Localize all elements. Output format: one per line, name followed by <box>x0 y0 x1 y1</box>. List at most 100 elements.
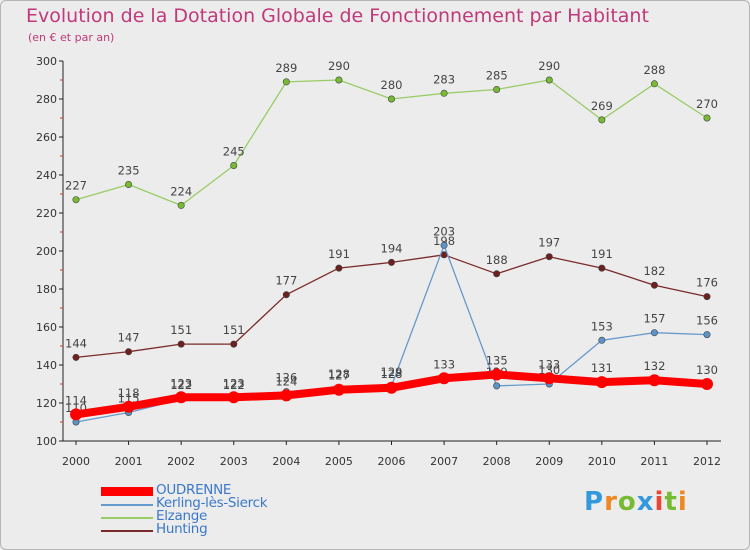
data-label-elzange-2012: 270 <box>696 97 718 111</box>
y-tick-label-280: 280 <box>36 93 57 106</box>
point-elzange-2009 <box>545 76 553 84</box>
point-elzange-2003 <box>230 162 238 170</box>
proxiti-logo: Proxiti <box>584 487 688 517</box>
data-label-oudrenne-2003: 123 <box>223 376 245 390</box>
data-label-elzange-2001: 235 <box>118 164 140 178</box>
data-label-hunting-2011: 182 <box>643 264 665 278</box>
logo-letter: x <box>636 487 655 517</box>
data-label-hunting-2012: 176 <box>696 276 718 290</box>
data-label-elzange-2005: 290 <box>328 59 350 73</box>
data-label-kerling-l-s-sierck-2007: 203 <box>433 224 455 238</box>
data-label-hunting-2000: 144 <box>65 336 87 350</box>
point-hunting-2004 <box>282 291 290 299</box>
point-kerling-l-s-sierck-2012 <box>703 331 711 339</box>
y-tick-label-100: 100 <box>36 435 57 448</box>
data-label-kerling-l-s-sierck-2003: 122 <box>223 378 245 392</box>
data-label-kerling-l-s-sierck-2004: 126 <box>275 371 297 385</box>
point-oudrenne-2001 <box>122 400 135 413</box>
data-label-hunting-2008: 188 <box>486 253 508 267</box>
logo-letter: i <box>677 487 688 517</box>
y-tick-label-240: 240 <box>36 169 57 182</box>
data-label-elzange-2011: 288 <box>643 63 665 77</box>
x-tick-label-2009: 2009 <box>535 455 563 468</box>
data-label-oudrenne-2008: 135 <box>486 354 508 368</box>
point-elzange-2008 <box>493 86 501 94</box>
legend-label-elzange: Elzange <box>156 508 207 524</box>
data-label-elzange-2004: 289 <box>275 61 297 75</box>
data-label-oudrenne-2002: 123 <box>170 376 192 390</box>
point-oudrenne-2010 <box>595 376 608 389</box>
data-label-kerling-l-s-sierck-2010: 153 <box>591 319 613 333</box>
legend-label-oudrenne: OUDRENNE <box>156 482 232 498</box>
x-tick-label-2005: 2005 <box>325 455 353 468</box>
point-elzange-2006 <box>387 95 395 103</box>
x-tick-label-2002: 2002 <box>167 455 195 468</box>
point-oudrenne-2000 <box>70 408 82 421</box>
data-label-oudrenne-2005: 127 <box>328 369 350 383</box>
data-label-hunting-2002: 151 <box>170 323 192 337</box>
point-oudrenne-2003 <box>227 391 240 404</box>
data-label-oudrenne-2011: 132 <box>643 359 665 373</box>
data-label-hunting-2009: 197 <box>538 236 560 250</box>
data-label-hunting-2004: 177 <box>275 274 297 288</box>
data-label-elzange-2000: 227 <box>65 179 87 193</box>
point-oudrenne-2007 <box>438 372 451 385</box>
point-hunting-2001 <box>125 348 133 356</box>
point-hunting-2009 <box>545 253 553 261</box>
legend-swatch-elzange <box>101 517 153 519</box>
y-tick-label-200: 200 <box>36 245 57 258</box>
data-label-kerling-l-s-sierck-2011: 157 <box>643 312 665 326</box>
data-label-hunting-2003: 151 <box>223 323 245 337</box>
point-elzange-2011 <box>650 80 658 88</box>
point-kerling-l-s-sierck-2010 <box>598 336 606 344</box>
data-label-kerling-l-s-sierck-2012: 156 <box>696 314 718 328</box>
data-label-oudrenne-2001: 118 <box>118 386 140 400</box>
y-tick-label-300: 300 <box>36 55 57 68</box>
point-oudrenne-2008 <box>490 368 503 381</box>
point-hunting-2000 <box>72 353 80 361</box>
point-elzange-2004 <box>282 78 290 86</box>
x-tick-label-2012: 2012 <box>693 455 721 468</box>
chart-title: Evolution de la Dotation Globale de Fonc… <box>26 5 649 27</box>
point-kerling-l-s-sierck-2008 <box>493 382 501 390</box>
data-label-elzange-2002: 224 <box>170 184 192 198</box>
point-oudrenne-2012 <box>701 378 713 390</box>
y-tick-label-260: 260 <box>36 131 57 144</box>
point-hunting-2008 <box>493 270 501 278</box>
x-tick-label-2004: 2004 <box>272 455 300 468</box>
y-tick-label-140: 140 <box>36 359 57 372</box>
legend-label-hunting: Hunting <box>156 521 208 537</box>
data-label-hunting-2005: 191 <box>328 247 350 261</box>
data-label-elzange-2003: 245 <box>223 145 245 159</box>
point-kerling-l-s-sierck-2011 <box>650 329 658 337</box>
y-tick-label-160: 160 <box>36 321 57 334</box>
data-label-oudrenne-2000: 114 <box>65 393 87 407</box>
legend-label-kerling: Kerling-lès-Sierck <box>156 495 268 511</box>
point-hunting-2005 <box>335 264 343 272</box>
logo-letter: o <box>617 487 637 517</box>
y-tick-label-180: 180 <box>36 283 57 296</box>
point-elzange-2002 <box>177 201 185 209</box>
data-label-elzange-2010: 269 <box>591 99 613 113</box>
point-hunting-2006 <box>387 258 395 266</box>
logo-letter: r <box>604 487 618 517</box>
point-hunting-2010 <box>598 264 606 272</box>
data-label-oudrenne-2006: 128 <box>381 367 403 381</box>
data-label-hunting-2010: 191 <box>591 247 613 261</box>
x-tick-label-2008: 2008 <box>483 455 511 468</box>
chart-subtitle: (en € et par an) <box>28 31 115 44</box>
x-tick-label-2000: 2000 <box>62 455 90 468</box>
point-oudrenne-2004 <box>280 389 293 402</box>
y-tick-label-220: 220 <box>36 207 57 220</box>
point-elzange-2007 <box>440 89 448 97</box>
point-hunting-2011 <box>650 281 658 289</box>
point-kerling-l-s-sierck-2007 <box>440 241 448 249</box>
legend-swatch-kerling <box>101 504 153 506</box>
line-chart: 100 120 140 160 180 200 220 240 260 280 300 2000 200… <box>36 55 721 468</box>
x-tick-label-2007: 2007 <box>430 455 458 468</box>
data-label-hunting-2006: 194 <box>381 241 403 255</box>
data-label-kerling-l-s-sierck-2009: 130 <box>538 363 560 377</box>
data-label-oudrenne-2012: 130 <box>696 363 718 377</box>
data-label-elzange-2009: 290 <box>538 59 560 73</box>
legend-swatch-oudrenne <box>101 487 153 496</box>
